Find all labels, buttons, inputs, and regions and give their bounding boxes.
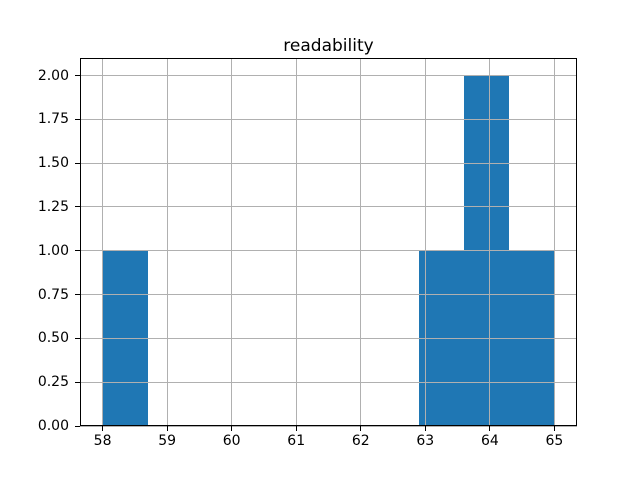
- gridline-vertical: [231, 58, 233, 426]
- x-tick-mark: [424, 426, 426, 431]
- y-tick-mark: [75, 294, 80, 296]
- x-tick-label: 63: [416, 433, 435, 449]
- x-tick-label: 58: [93, 433, 112, 449]
- plot-area: [80, 58, 577, 427]
- gridline-horizontal: [80, 250, 577, 252]
- gridline-vertical: [424, 58, 426, 426]
- y-tick-label: 0.75: [37, 286, 69, 303]
- gridline-horizontal: [80, 294, 577, 296]
- x-tick-mark: [231, 426, 233, 431]
- x-tick-mark: [295, 426, 297, 431]
- y-tick-mark: [75, 381, 80, 383]
- x-tick-label: 64: [480, 433, 499, 449]
- x-tick-label: 65: [545, 433, 564, 449]
- y-tick-label: 1.25: [37, 198, 69, 215]
- x-tick-label: 60: [222, 433, 241, 449]
- y-tick-label: 0.50: [37, 330, 69, 347]
- x-tick-label: 61: [287, 433, 306, 449]
- y-tick-mark: [75, 337, 80, 339]
- y-tick-mark: [75, 75, 80, 77]
- y-tick-mark: [75, 425, 80, 427]
- y-tick-label: 1.50: [37, 155, 69, 172]
- chart-title: readability: [283, 36, 374, 56]
- gridline-vertical: [166, 58, 168, 426]
- gridline-vertical: [553, 58, 555, 426]
- x-tick-mark: [360, 426, 362, 431]
- y-tick-label: 0.00: [37, 418, 69, 434]
- gridline-horizontal: [80, 162, 577, 164]
- x-tick-mark: [166, 426, 168, 431]
- gridline-horizontal: [80, 75, 577, 77]
- y-tick-label: 1.75: [37, 111, 69, 128]
- y-tick-label: 0.25: [37, 374, 69, 391]
- x-tick-mark: [489, 426, 491, 431]
- y-tick-mark: [75, 250, 80, 252]
- gridline-vertical: [489, 58, 491, 426]
- y-tick-mark: [75, 206, 80, 208]
- gridline-horizontal: [80, 425, 577, 427]
- y-tick-label: 2.00: [37, 67, 69, 84]
- x-tick-mark: [553, 426, 555, 431]
- y-tick-mark: [75, 118, 80, 120]
- gridline-vertical: [102, 58, 104, 426]
- gridline-horizontal: [80, 206, 577, 208]
- gridline-horizontal: [80, 118, 577, 120]
- gridline-horizontal: [80, 381, 577, 383]
- gridline-vertical: [360, 58, 362, 426]
- x-tick-label: 62: [351, 433, 370, 449]
- x-tick-mark: [102, 426, 104, 431]
- gridline-horizontal: [80, 337, 577, 339]
- y-tick-label: 1.00: [37, 242, 69, 259]
- gridline-vertical: [295, 58, 297, 426]
- x-tick-label: 59: [158, 433, 177, 449]
- grid-layer: [80, 58, 577, 427]
- y-tick-mark: [75, 162, 80, 164]
